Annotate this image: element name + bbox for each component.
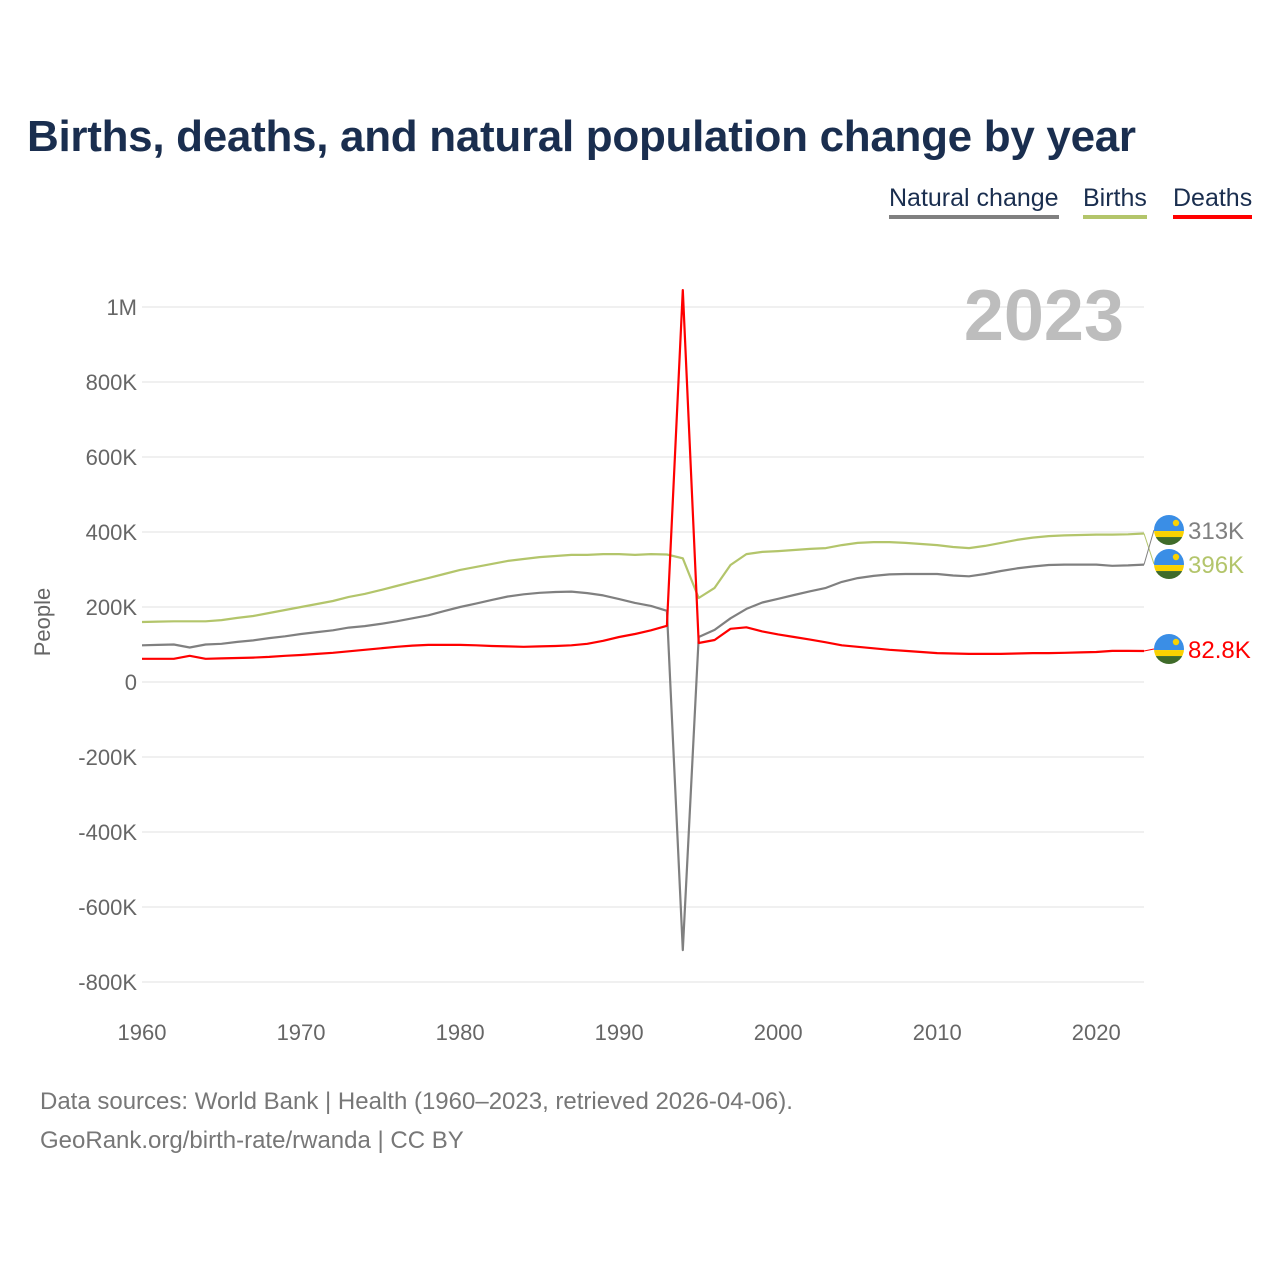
- y-tick-label: -400K: [78, 820, 137, 845]
- y-tick-label: 400K: [86, 520, 138, 545]
- y-tick-label: 200K: [86, 595, 138, 620]
- rwanda-flag-icon: [1154, 549, 1184, 579]
- y-tick-label: 600K: [86, 445, 138, 470]
- end-value-label: 82.8K: [1188, 637, 1251, 664]
- series-line-deaths: [142, 289, 1145, 660]
- footer-credit[interactable]: GeoRank.org/birth-rate/rwanda | CC BY: [40, 1127, 464, 1154]
- y-tick-label: 800K: [86, 370, 138, 395]
- rwanda-flag-icon: [1154, 515, 1184, 545]
- end-connector: [1143, 529, 1155, 565]
- chart-title: Births, deaths, and natural population c…: [27, 112, 1136, 161]
- x-tick-label: 1960: [118, 1020, 167, 1045]
- end-value-label: 313K: [1188, 518, 1244, 545]
- x-tick-label: 2010: [913, 1020, 962, 1045]
- footer-sources: Data sources: World Bank | Health (1960–…: [40, 1088, 793, 1115]
- legend-natural-change[interactable]: Natural change: [889, 184, 1059, 219]
- end-value-label: 396K: [1188, 552, 1244, 579]
- y-tick-label: -600K: [78, 895, 137, 920]
- y-tick-label: 1M: [106, 295, 137, 320]
- y-tick-label: 0: [125, 670, 137, 695]
- x-tick-label: 2020: [1072, 1020, 1121, 1045]
- end-connector: [1143, 648, 1155, 652]
- x-tick-label: 1970: [277, 1020, 326, 1045]
- y-tick-label: -200K: [78, 745, 137, 770]
- x-tick-label: 2000: [754, 1020, 803, 1045]
- y-tick-label: -800K: [78, 970, 137, 995]
- series-line-births: [141, 532, 1145, 624]
- y-axis-label: People: [30, 588, 55, 657]
- x-tick-label: 1990: [595, 1020, 644, 1045]
- legend-births[interactable]: Births: [1083, 184, 1147, 219]
- series-line-natural-change: [141, 563, 1145, 952]
- x-tick-label: 1980: [436, 1020, 485, 1045]
- legend-deaths[interactable]: Deaths: [1173, 184, 1253, 219]
- year-watermark: 2023: [964, 276, 1124, 356]
- rwanda-flag-icon: [1154, 634, 1184, 664]
